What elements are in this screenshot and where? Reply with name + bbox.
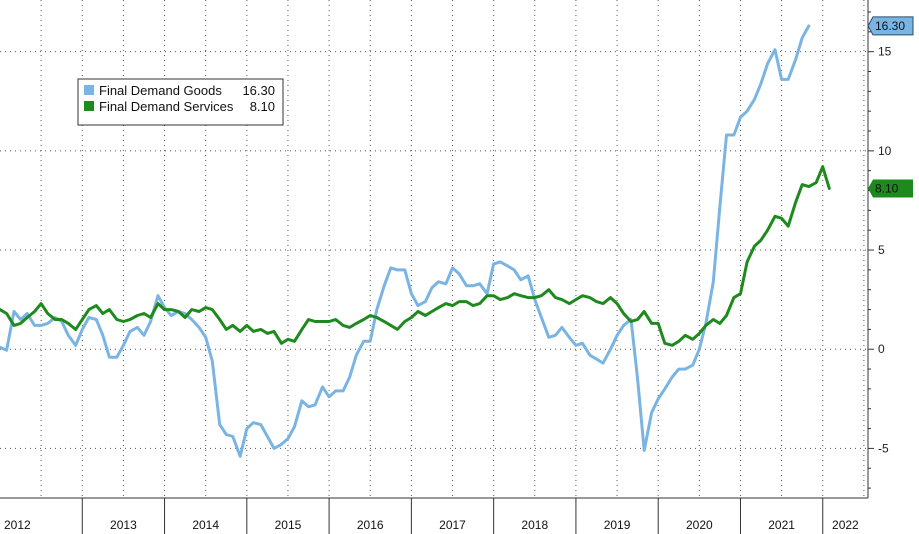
legend: Final Demand Goods 16.30 Final Demand Serv… xyxy=(77,78,284,126)
end-label-flag xyxy=(868,179,913,198)
y-tick-label: -5 xyxy=(878,441,889,455)
end-label-goods: 16.30 xyxy=(867,16,914,36)
end-label-value: 16.30 xyxy=(875,19,905,33)
grid xyxy=(0,0,868,498)
series-layer xyxy=(0,24,831,458)
end-label-flag xyxy=(867,16,914,36)
x-tick-label: 2019 xyxy=(604,518,631,532)
x-tick-label: 2013 xyxy=(110,518,137,532)
end-label-services: 8.10 xyxy=(868,179,913,198)
x-axis: 2012 2013 2014 2015 2016 2017 2018 2019 2020 2021… xyxy=(0,497,868,534)
legend-series-name: Final Demand Goods xyxy=(99,83,222,98)
x-tick-label: 2015 xyxy=(275,518,302,532)
x-tick-label: 2021 xyxy=(768,518,795,532)
series-line-goods xyxy=(0,24,811,458)
y-tick-label: 0 xyxy=(878,342,885,356)
y-tick-label: 10 xyxy=(878,144,892,158)
x-tick-label: 2018 xyxy=(521,518,548,532)
legend-series-name: Final Demand Services xyxy=(99,99,234,114)
legend-swatch-services xyxy=(84,101,94,111)
legend-box xyxy=(77,78,284,126)
end-label-value: 8.10 xyxy=(875,182,899,196)
series-line-services xyxy=(0,165,831,347)
y-tick-label: 5 xyxy=(878,243,885,257)
end-labels: 16.30 8.10 xyxy=(867,16,914,198)
x-tick-label: 2012 xyxy=(4,518,31,532)
x-tick-label: 2020 xyxy=(686,518,713,532)
y-axis: -5 0 5 10 15 xyxy=(867,0,892,498)
legend-series-value: 16.30 xyxy=(242,83,275,98)
legend-series-value: 8.10 xyxy=(250,99,275,114)
y-tick-label: 15 xyxy=(878,45,892,59)
x-tick-label: 2017 xyxy=(439,518,466,532)
x-tick-label: 2016 xyxy=(357,518,384,532)
x-tick-label: 2014 xyxy=(192,518,219,532)
x-tick-label: 2022 xyxy=(832,518,859,532)
legend-swatch-goods xyxy=(84,85,94,95)
